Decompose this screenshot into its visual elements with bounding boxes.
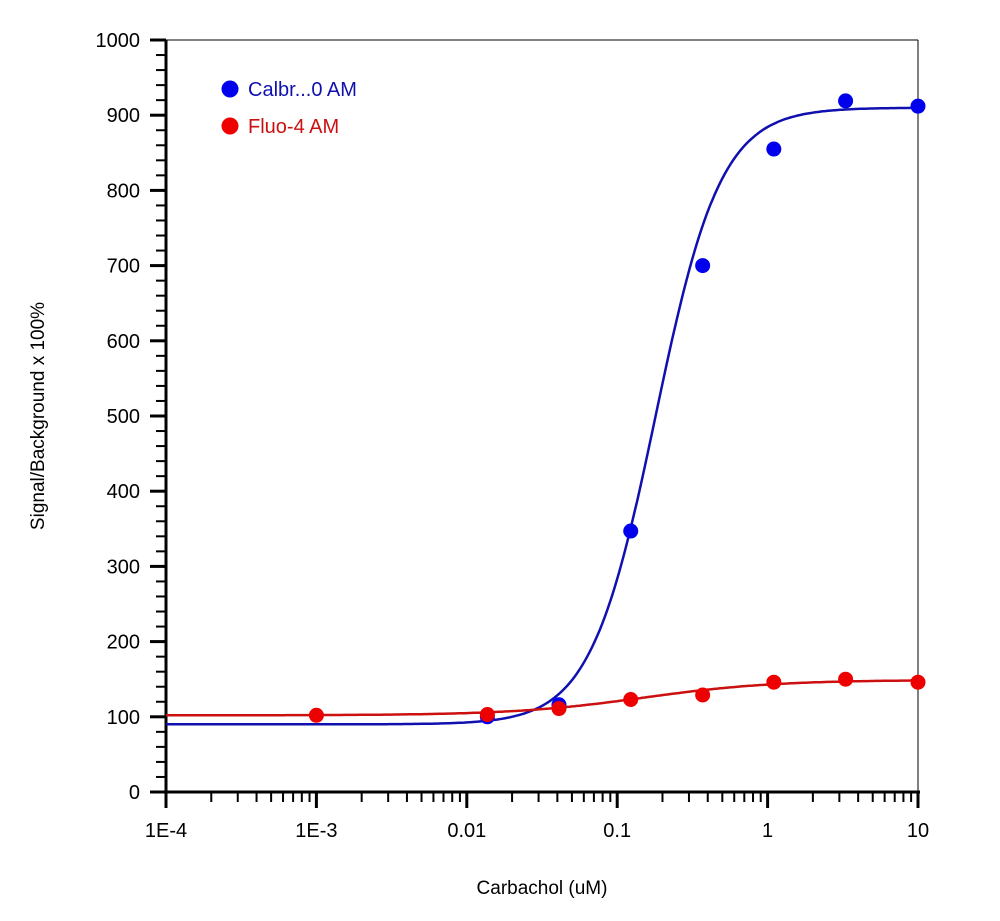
x-tick-label: 1E-3	[295, 820, 337, 842]
fit-curves	[166, 106, 918, 726]
y-axis-label: Signal/Background x 100%	[28, 302, 49, 530]
data-point	[910, 674, 926, 690]
data-point	[623, 692, 639, 708]
y-tick-label: 800	[107, 180, 140, 202]
x-tick-label: 10	[907, 820, 929, 842]
y-tick-label: 200	[107, 632, 140, 654]
y-tick-label: 100	[107, 707, 140, 729]
legend-label: Fluo-4 AM	[248, 116, 339, 138]
data-point	[551, 701, 567, 717]
y-tick-label: 0	[129, 782, 140, 804]
y-tick-label: 300	[107, 556, 140, 578]
fit-curve-calbr-0-am	[166, 106, 918, 726]
legend-marker	[221, 117, 239, 135]
legend-marker	[221, 80, 239, 98]
y-tick-label: 500	[107, 406, 140, 428]
data-point	[695, 687, 711, 703]
x-tick-label: 1E-4	[145, 820, 187, 842]
data-point	[479, 707, 495, 723]
data-point	[623, 523, 639, 539]
axis-ticks: 1E-4 1E-3 0.01 0.1 1 100100200300400500600700…	[96, 30, 930, 842]
data-point	[766, 141, 782, 157]
data-point	[695, 258, 711, 274]
data-point	[308, 707, 324, 723]
data-point	[838, 671, 854, 687]
y-tick-label: 900	[107, 105, 140, 127]
data-point	[910, 98, 926, 114]
legend: Calbr...0 AM Fluo-4 AM	[221, 79, 357, 138]
y-tick-label: 1000	[96, 30, 141, 52]
data-point	[838, 93, 854, 109]
x-tick-label: 0.1	[603, 820, 631, 842]
y-tick-label: 700	[107, 256, 140, 278]
legend-label: Calbr...0 AM	[248, 79, 357, 101]
data-point	[766, 674, 782, 690]
fit-curve-fluo-4-am	[166, 679, 918, 717]
y-tick-label: 600	[107, 331, 140, 353]
y-tick-label: 400	[107, 481, 140, 503]
x-tick-label: 1	[762, 820, 773, 842]
x-axis-label: Carbachol (uM)	[477, 878, 608, 899]
data-points	[308, 93, 926, 725]
x-tick-label: 0.01	[447, 820, 486, 842]
